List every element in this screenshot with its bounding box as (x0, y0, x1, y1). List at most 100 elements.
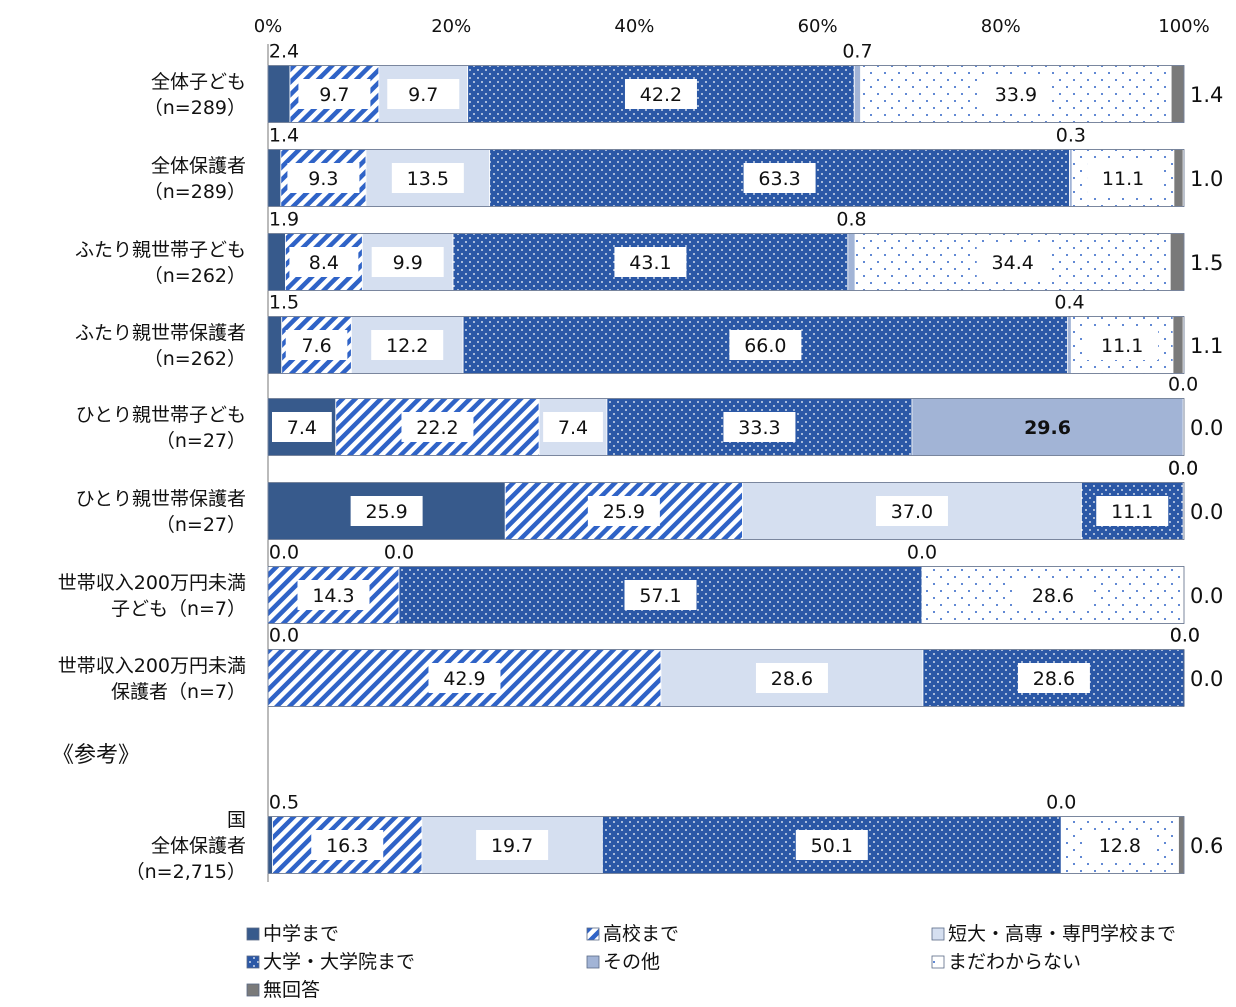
data-label-box (976, 247, 1049, 277)
bar-outline (267, 233, 1185, 291)
row-label: 全体保護者 (151, 155, 246, 177)
legend-label: 高校まで (603, 923, 679, 945)
data-label: 33.3 (738, 417, 780, 439)
bar-outline (267, 149, 1185, 207)
data-label: 0.0 (384, 542, 414, 564)
data-label-box (729, 330, 802, 360)
data-label: 9.3 (308, 168, 338, 190)
bar-segment (1173, 149, 1184, 207)
data-label-box (289, 247, 359, 277)
bar-segment (1067, 316, 1072, 374)
data-label: 29.6 (1024, 417, 1071, 439)
data-label: 0.0 (1168, 458, 1198, 480)
data-label: 25.9 (365, 501, 407, 523)
row-label: ひとり親世帯保護者 (76, 488, 246, 510)
data-label: 1.9 (269, 209, 299, 231)
data-label-box (614, 247, 687, 277)
row-label: 全体子ども (151, 71, 246, 93)
data-label-box (1017, 580, 1090, 610)
data-label: 1.0 (1190, 167, 1223, 191)
bar-segment (911, 398, 1184, 456)
data-label-box (387, 79, 460, 109)
bar-segment (853, 65, 862, 123)
data-label-box (587, 496, 660, 526)
data-label: 1.5 (1190, 251, 1223, 275)
data-label-box (371, 247, 444, 277)
legend-swatch (246, 927, 260, 941)
data-label-box (723, 412, 796, 442)
data-label: 0.0 (1170, 625, 1200, 647)
row-label: （n=27） (156, 514, 246, 536)
legend-label: その他 (603, 951, 660, 973)
data-label-box (391, 163, 464, 193)
row-label: （n=262） (144, 265, 246, 287)
bar-segment (267, 149, 282, 207)
data-label-box (875, 496, 948, 526)
data-label: 66.0 (744, 335, 786, 357)
data-label: 12.2 (386, 335, 428, 357)
row-label: （n=27） (156, 430, 246, 452)
data-label-box (350, 496, 423, 526)
data-label-box (401, 412, 474, 442)
legend-label: まだわからない (948, 951, 1081, 973)
legend-swatch (246, 955, 260, 969)
bar-segment (1178, 816, 1185, 874)
x-tick-label: 100% (1158, 16, 1209, 37)
bar-segment (1170, 65, 1185, 123)
legend-swatch (586, 955, 600, 969)
data-label: 0.0 (269, 542, 299, 564)
data-label-box (795, 830, 868, 860)
legend-label: 短大・高専・専門学校まで (948, 923, 1176, 945)
data-label: 42.9 (443, 668, 485, 690)
bar-outline (267, 482, 1185, 540)
data-label: 50.1 (811, 835, 853, 857)
data-label-box (1017, 663, 1090, 693)
legend-label: 中学まで (263, 923, 339, 945)
data-label: 2.4 (269, 41, 299, 63)
data-label: 11.1 (1101, 335, 1143, 357)
data-label: 7.4 (287, 417, 317, 439)
data-label: 9.9 (393, 252, 423, 274)
data-label: 16.3 (326, 835, 368, 857)
bar-outline (267, 566, 1185, 624)
data-label: 0.0 (1170, 625, 1200, 647)
row-label: 保護者（n=7） (111, 681, 246, 703)
row-label: 全体保護者 (151, 835, 246, 857)
data-label: 1.4 (269, 125, 299, 147)
data-label: 1.1 (1190, 334, 1223, 358)
data-label-box (1096, 496, 1169, 526)
bar-segment (267, 233, 286, 291)
data-label-box (371, 330, 444, 360)
legend-swatch (586, 927, 600, 941)
data-label-box (298, 79, 371, 109)
data-label-box (428, 663, 501, 693)
row-label: ふたり親世帯保護者 (75, 322, 246, 344)
data-label: 28.6 (1033, 668, 1075, 690)
data-label: 33.9 (995, 84, 1037, 106)
bar-outline (267, 316, 1185, 374)
data-label: 0.0 (1190, 667, 1223, 691)
row-label: 子ども（n=7） (111, 598, 246, 620)
data-label: 0.0 (269, 625, 299, 647)
data-label: 22.2 (416, 417, 458, 439)
legend-swatch (931, 955, 945, 969)
data-label: 0.3 (1056, 125, 1086, 147)
row-label: 世帯収入200万円未満 (58, 572, 246, 594)
data-label: 11.1 (1102, 168, 1144, 190)
bar-outline (267, 65, 1185, 123)
bar-segment (267, 816, 273, 874)
data-label: 9.7 (319, 84, 349, 106)
legend-swatch (931, 927, 945, 941)
data-label-box (297, 580, 370, 610)
data-label: 9.7 (408, 84, 438, 106)
data-label-box (272, 412, 332, 442)
bar-segment (1069, 149, 1073, 207)
data-label: 0.0 (1168, 458, 1198, 480)
data-label: 0.8 (836, 209, 866, 231)
bar-segment (847, 233, 856, 291)
data-label: 37.0 (891, 501, 933, 523)
data-label: 7.4 (558, 417, 588, 439)
data-label: 14.3 (312, 585, 354, 607)
bar-outline (267, 816, 1185, 874)
bar-outline (267, 398, 1185, 456)
